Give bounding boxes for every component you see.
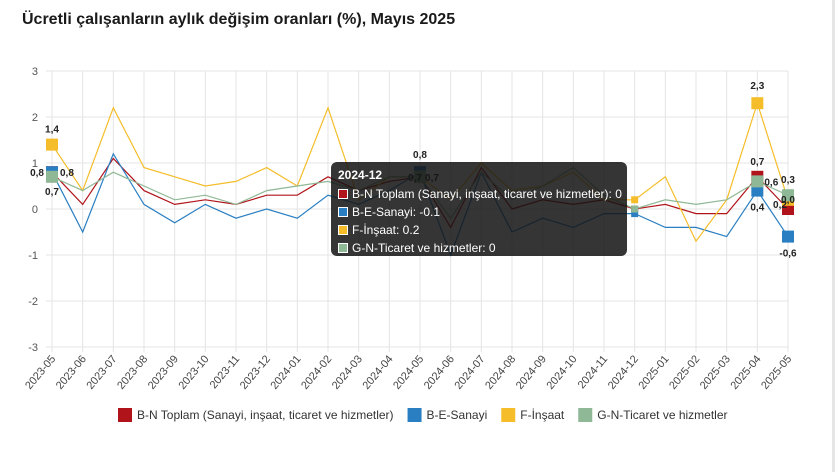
legend-swatch bbox=[578, 408, 593, 422]
data-point bbox=[631, 196, 639, 204]
tooltip-row-text: F-İnşaat: 0.2 bbox=[352, 223, 420, 237]
x-tick-label: 2023-12 bbox=[238, 353, 273, 392]
scrollbar-track[interactable] bbox=[832, 0, 835, 472]
data-point bbox=[631, 210, 639, 218]
x-tick-label: 2024-05 bbox=[391, 353, 426, 392]
x-tick-label: 2024-08 bbox=[483, 353, 518, 392]
legend-label: G-N-Ticaret ve hizmetler bbox=[597, 408, 727, 422]
tooltip-swatch bbox=[338, 243, 348, 253]
x-tick-label: 2024-03 bbox=[330, 353, 365, 392]
x-tick-label: 2025-04 bbox=[728, 353, 763, 392]
tooltip-row: B-N Toplam (Sanayi, inşaat, ticaret ve h… bbox=[338, 187, 622, 201]
y-tick-label: -3 bbox=[28, 342, 38, 354]
tooltip-row: F-İnşaat: 0.2 bbox=[338, 223, 419, 237]
tooltip-row: B-E-Sanayi: -0.1 bbox=[338, 205, 440, 219]
data-point bbox=[46, 138, 58, 151]
x-tick-label: 2024-02 bbox=[299, 353, 334, 392]
data-label: 0,3 bbox=[781, 175, 795, 186]
data-point bbox=[46, 170, 58, 183]
tooltip-swatch bbox=[338, 189, 348, 199]
tooltip-row-text: B-E-Sanayi: -0.1 bbox=[352, 205, 441, 219]
data-point bbox=[751, 175, 764, 188]
legend-swatch bbox=[407, 408, 422, 422]
tooltip-row-text: G-N-Ticaret ve hizmetler: 0 bbox=[352, 241, 496, 255]
x-tick-label: 2024-11 bbox=[576, 353, 611, 391]
y-tick-label: 1 bbox=[32, 158, 38, 170]
data-label: 0,4 bbox=[750, 203, 764, 214]
y-tick-label: -1 bbox=[28, 250, 38, 262]
tooltip-swatch bbox=[338, 207, 348, 217]
data-label: 0,8 bbox=[60, 168, 74, 179]
data-label: -0,6 bbox=[779, 249, 797, 260]
x-tick-label: 2025-03 bbox=[698, 353, 733, 392]
data-point bbox=[782, 230, 794, 243]
legend-label: B-N Toplam (Sanayi, inşaat, ticaret ve h… bbox=[137, 408, 394, 422]
legend-label: F-İnşaat bbox=[520, 408, 565, 422]
data-label: 0,8 bbox=[30, 168, 44, 179]
data-label: 0,7 bbox=[45, 187, 59, 198]
chart-tooltip: 2024-12 B-N Toplam (Sanayi, inşaat, tica… bbox=[331, 162, 627, 256]
legend-swatch bbox=[501, 408, 516, 422]
x-tick-label: 2024-12 bbox=[606, 353, 641, 392]
x-tick-label: 2023-05 bbox=[23, 353, 58, 392]
x-tick-label: 2023-07 bbox=[84, 353, 119, 392]
x-tick-label: 2023-08 bbox=[115, 353, 150, 392]
data-point bbox=[782, 189, 794, 202]
tooltip-title: 2024-12 bbox=[338, 168, 383, 182]
data-label: 0,7 bbox=[750, 157, 764, 168]
x-tick-label: 2024-04 bbox=[360, 353, 395, 392]
x-tick-label: 2023-09 bbox=[146, 353, 181, 392]
data-label: 2,3 bbox=[750, 81, 764, 92]
x-tick-label: 2023-10 bbox=[176, 353, 211, 392]
data-label: 0,6 bbox=[764, 177, 778, 188]
x-tick-label: 2024-07 bbox=[452, 353, 487, 392]
y-tick-label: 0 bbox=[32, 204, 38, 216]
data-point bbox=[751, 97, 764, 110]
chart-title: Ücretli çalışanların aylık değişim oranl… bbox=[22, 11, 456, 28]
y-tick-label: -2 bbox=[28, 296, 38, 308]
x-tick-label: 2025-02 bbox=[667, 353, 702, 392]
x-tick-label: 2023-11 bbox=[208, 353, 243, 391]
legend-swatch bbox=[118, 408, 132, 422]
tooltip-swatch bbox=[338, 225, 348, 235]
y-tick-label: 3 bbox=[32, 66, 38, 78]
data-point bbox=[751, 184, 764, 197]
x-tick-label: 2023-06 bbox=[54, 353, 89, 392]
y-tick-label: 2 bbox=[32, 112, 38, 124]
data-label: 1,4 bbox=[45, 125, 59, 136]
x-tick-label: 2025-05 bbox=[759, 353, 794, 392]
tooltip-row-text: B-N Toplam (Sanayi, inşaat, ticaret ve h… bbox=[352, 187, 622, 201]
data-point bbox=[631, 205, 639, 213]
x-tick-label: 2024-10 bbox=[544, 353, 579, 392]
data-point bbox=[782, 203, 794, 215]
x-tick-label: 2024-09 bbox=[514, 353, 549, 392]
x-tick-label: 2024-01 bbox=[268, 353, 303, 392]
data-label: 0,0 bbox=[781, 195, 795, 206]
data-label: 0,2 bbox=[773, 200, 787, 211]
tooltip-row: G-N-Ticaret ve hizmetler: 0 bbox=[338, 241, 496, 255]
legend-label: B-E-Sanayi bbox=[427, 408, 488, 422]
x-tick-label: 2025-01 bbox=[636, 353, 671, 392]
data-label: 0,8 bbox=[413, 150, 427, 161]
x-tick-label: 2024-06 bbox=[422, 353, 457, 392]
